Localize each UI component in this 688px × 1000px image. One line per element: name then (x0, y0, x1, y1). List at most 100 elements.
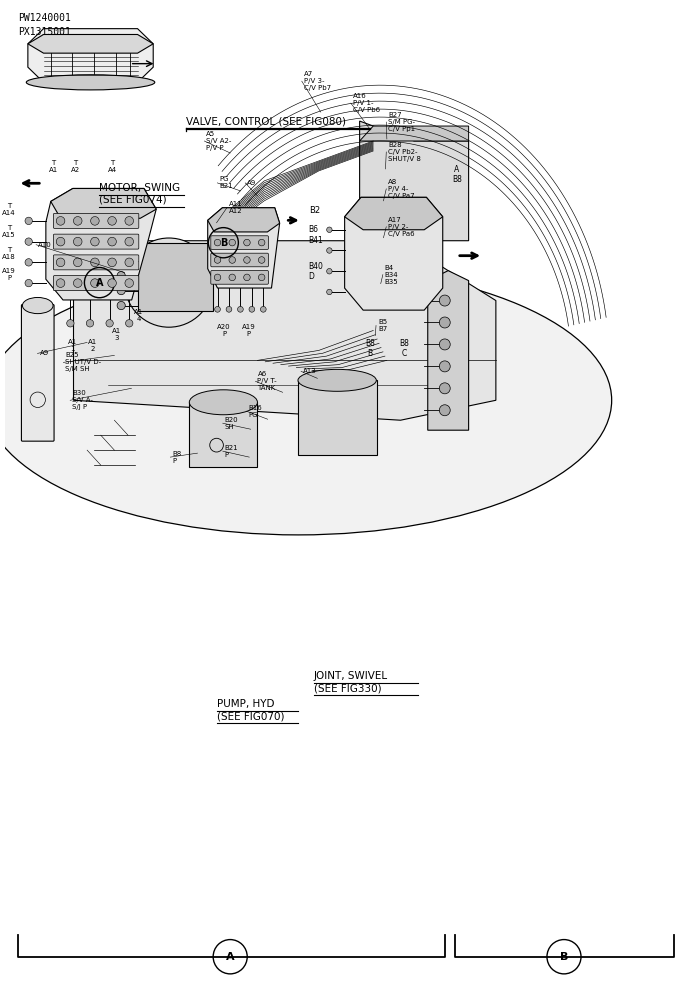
Text: T
A2: T A2 (71, 160, 80, 173)
Circle shape (125, 320, 133, 327)
Text: A1
4: A1 4 (134, 309, 144, 322)
Circle shape (259, 239, 265, 246)
Polygon shape (28, 29, 153, 82)
Circle shape (327, 289, 332, 295)
Circle shape (67, 320, 74, 327)
Text: A6
P/V T-
TANK: A6 P/V T- TANK (257, 371, 277, 391)
Text: VALVE, CONTROL (SEE FIG080): VALVE, CONTROL (SEE FIG080) (186, 116, 346, 126)
Text: B28
C/V Pb2-
SHUT/V 8: B28 C/V Pb2- SHUT/V 8 (388, 142, 421, 162)
Text: A16
P/V 1-
C/V Pb6: A16 P/V 1- C/V Pb6 (353, 93, 380, 113)
Circle shape (440, 339, 450, 350)
Ellipse shape (189, 390, 257, 415)
Text: A5
S/V A2-
P/V P: A5 S/V A2- P/V P (206, 131, 232, 151)
Text: B8
P: B8 P (172, 451, 182, 464)
Text: A7
P/V 3-
C/V Pb7: A7 P/V 3- C/V Pb7 (304, 71, 331, 91)
Ellipse shape (298, 369, 376, 391)
Text: A1
1: A1 1 (68, 339, 78, 352)
Text: (SEE FIG070): (SEE FIG070) (217, 711, 284, 721)
Polygon shape (208, 208, 279, 288)
FancyBboxPatch shape (299, 380, 376, 455)
Text: B: B (560, 952, 568, 962)
Text: MOTOR, SWING: MOTOR, SWING (99, 183, 180, 193)
Text: B2: B2 (309, 206, 320, 215)
Circle shape (117, 286, 125, 295)
Circle shape (214, 274, 221, 281)
Circle shape (214, 257, 221, 263)
Circle shape (91, 279, 99, 287)
Circle shape (74, 237, 82, 246)
Circle shape (327, 248, 332, 253)
Text: B16
PG: B16 PG (248, 405, 262, 418)
Text: T
A18: T A18 (2, 247, 16, 260)
Text: T
A15: T A15 (2, 225, 16, 238)
Ellipse shape (23, 297, 53, 314)
Circle shape (259, 257, 265, 263)
Text: A9: A9 (39, 350, 49, 356)
Circle shape (56, 237, 65, 246)
Circle shape (108, 217, 116, 225)
Circle shape (25, 259, 32, 266)
Text: B8
C: B8 C (400, 339, 409, 358)
FancyBboxPatch shape (189, 402, 257, 467)
Ellipse shape (0, 266, 612, 535)
Text: B5
B7: B5 B7 (378, 319, 387, 332)
Ellipse shape (26, 75, 155, 90)
Circle shape (215, 306, 220, 312)
Polygon shape (360, 126, 469, 141)
Polygon shape (360, 121, 469, 241)
Text: A19
P: A19 P (241, 324, 255, 337)
Circle shape (91, 217, 99, 225)
FancyBboxPatch shape (211, 253, 268, 267)
Text: B: B (219, 238, 227, 248)
Text: A8
P/V 4-
C/V Pa7: A8 P/V 4- C/V Pa7 (388, 179, 415, 199)
Text: A11
A12: A11 A12 (229, 201, 243, 214)
Circle shape (74, 217, 82, 225)
Text: PUMP, HYD: PUMP, HYD (217, 699, 274, 709)
Circle shape (25, 217, 32, 225)
Polygon shape (46, 188, 156, 300)
FancyBboxPatch shape (211, 236, 268, 249)
Circle shape (56, 279, 65, 287)
Text: B27
S/M PG-
C/V Pp1: B27 S/M PG- C/V Pp1 (388, 112, 416, 132)
Circle shape (259, 274, 265, 281)
Circle shape (108, 237, 116, 246)
Circle shape (229, 257, 235, 263)
Text: A1
2: A1 2 (88, 339, 97, 352)
FancyBboxPatch shape (54, 255, 139, 270)
Text: B30
S/V A-
S/J P: B30 S/V A- S/J P (72, 390, 93, 410)
FancyBboxPatch shape (211, 271, 268, 284)
Text: A1
3: A1 3 (112, 328, 122, 341)
Text: B20
SH: B20 SH (225, 417, 238, 430)
Circle shape (125, 237, 133, 246)
Circle shape (249, 306, 255, 312)
Text: A: A (226, 952, 235, 962)
Text: B6
B41: B6 B41 (309, 225, 323, 245)
Polygon shape (51, 188, 156, 218)
Polygon shape (345, 197, 443, 230)
Circle shape (108, 258, 116, 267)
Circle shape (74, 258, 82, 267)
Text: JOINT, SWIVEL: JOINT, SWIVEL (314, 671, 388, 681)
Circle shape (125, 217, 133, 225)
Circle shape (56, 258, 65, 267)
Circle shape (214, 239, 221, 246)
Circle shape (117, 301, 125, 310)
Circle shape (261, 306, 266, 312)
Circle shape (327, 268, 332, 274)
FancyBboxPatch shape (54, 213, 139, 228)
Circle shape (56, 217, 65, 225)
FancyBboxPatch shape (54, 276, 139, 291)
Circle shape (244, 274, 250, 281)
Text: PG
B21: PG B21 (219, 176, 233, 189)
Circle shape (108, 279, 116, 287)
Text: (SEE FIG074): (SEE FIG074) (99, 195, 167, 205)
Text: T
A1: T A1 (49, 160, 58, 173)
Circle shape (440, 317, 450, 328)
Text: A9: A9 (247, 180, 257, 186)
Circle shape (440, 383, 450, 394)
FancyBboxPatch shape (54, 234, 139, 249)
Text: A19
P: A19 P (2, 268, 16, 281)
Polygon shape (74, 241, 496, 420)
Text: B21
P: B21 P (225, 445, 238, 458)
Circle shape (74, 279, 82, 287)
